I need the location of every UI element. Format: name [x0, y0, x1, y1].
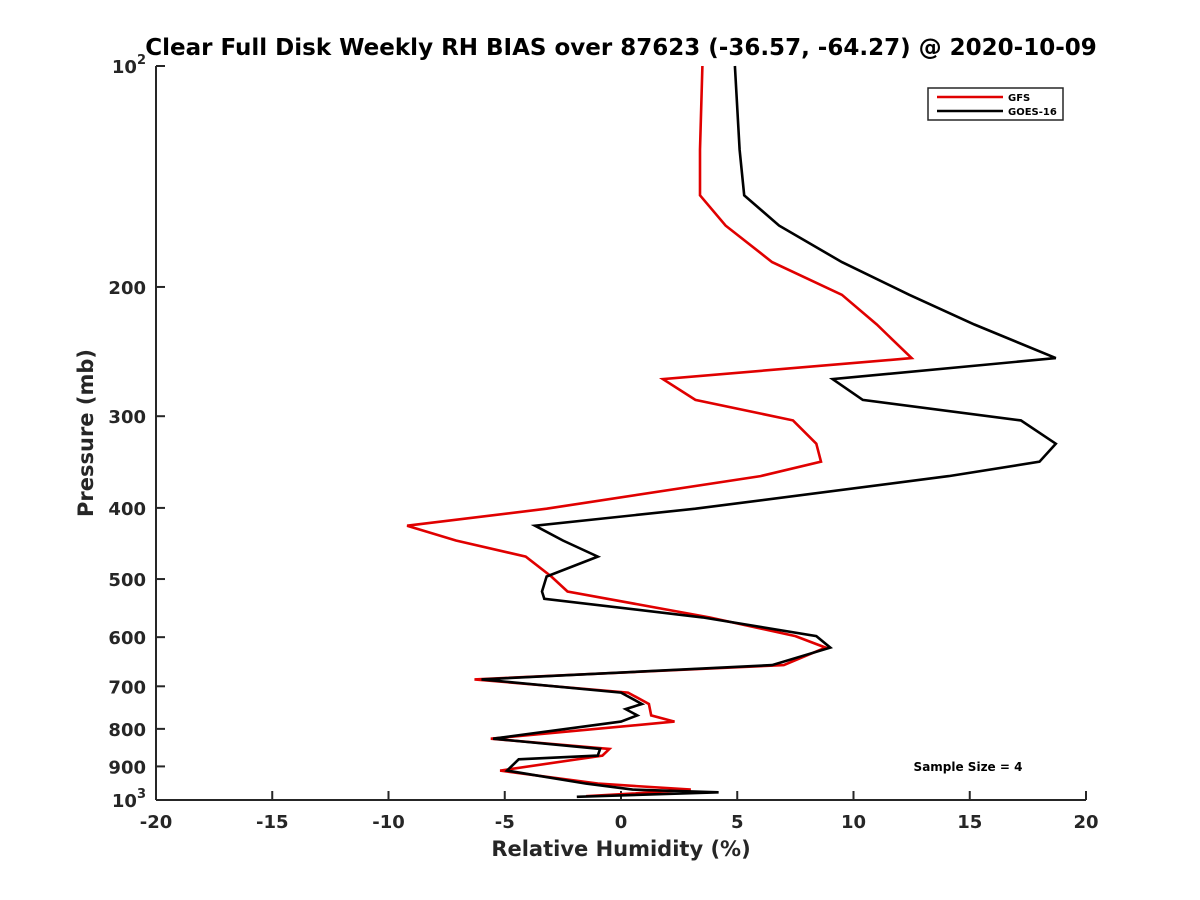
series-lines: [406, 65, 1058, 799]
x-axis-ticks: -20 -15 -10 -5 0 5 10 15 20: [140, 791, 1099, 833]
y-tick-label: 500: [108, 570, 146, 591]
y-tick-exponent: 2: [137, 53, 146, 68]
y-tick-label: 300: [108, 407, 146, 428]
x-tick-label: 5: [731, 812, 744, 833]
y-tick-label: 600: [108, 628, 146, 649]
x-tick-label: -15: [256, 812, 289, 833]
x-tick-label: -20: [140, 812, 173, 833]
plot-area: -20 -15 -10 -5 0 5 10 15 20 10220030040050060070…: [108, 53, 1098, 833]
series-line-goes16: [481, 65, 1058, 799]
sample-size-annotation: Sample Size = 4: [914, 760, 1023, 774]
legend-label-goes16: GOES-16: [1008, 107, 1057, 118]
y-tick-label: 900: [108, 757, 146, 778]
y-tick-base: 10: [112, 57, 137, 78]
x-axis-label: Relative Humidity (%): [491, 837, 750, 861]
chart-title: Clear Full Disk Weekly RH BIAS over 8762…: [145, 35, 1097, 61]
legend: GFS GOES-16: [927, 87, 1064, 121]
x-tick-label: 20: [1073, 812, 1098, 833]
y-tick-label: 800: [108, 720, 146, 741]
y-tick-exponent: 3: [137, 787, 146, 802]
y-tick-label: 102: [112, 53, 146, 78]
legend-box: [927, 87, 1064, 121]
y-tick-base: 10: [112, 791, 137, 812]
series-line-gfs: [406, 65, 915, 798]
x-tick-label: 0: [615, 812, 628, 833]
x-tick-label: 10: [841, 812, 866, 833]
y-tick-label: 200: [108, 278, 146, 299]
y-tick-label: 103: [112, 787, 146, 812]
x-tick-label: -10: [372, 812, 405, 833]
legend-label-gfs: GFS: [1008, 93, 1030, 104]
x-tick-label: -5: [495, 812, 515, 833]
y-tick-label: 700: [108, 677, 146, 698]
y-tick-label: 400: [108, 499, 146, 520]
y-axis-label: Pressure (mb): [74, 349, 98, 517]
x-tick-label: 15: [957, 812, 982, 833]
